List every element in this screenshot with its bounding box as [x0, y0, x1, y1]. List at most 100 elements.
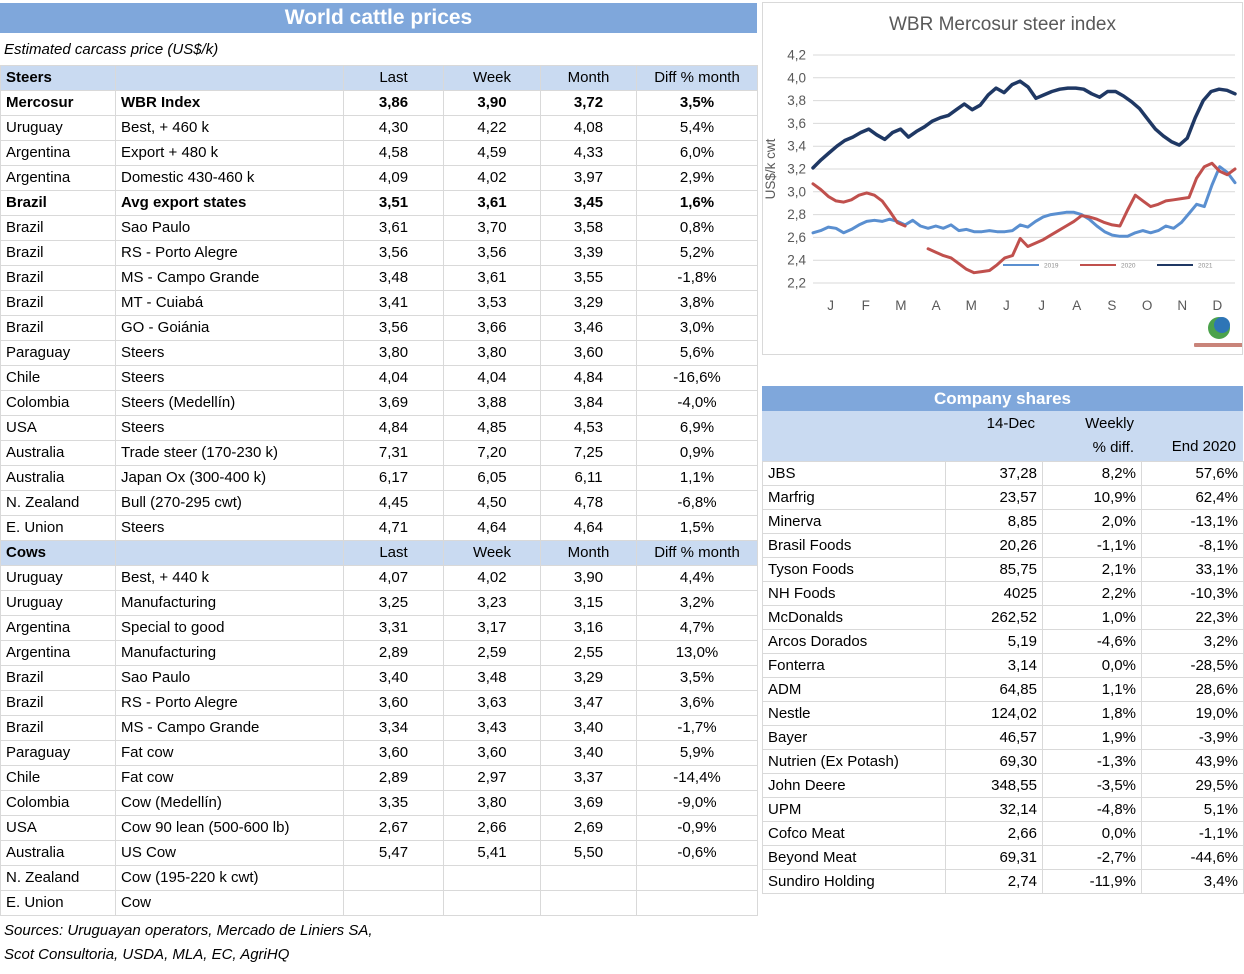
shares-header-name: [762, 411, 945, 461]
cell-item: Cow 90 lean (500-600 lb): [115, 815, 344, 841]
cell-country: Brazil: [0, 315, 116, 341]
cattle-prices-section: World cattle prices Estimated carcass pr…: [0, 3, 758, 967]
cell-end-2020: -44,6%: [1141, 845, 1244, 870]
sources-line-1: Sources: Uruguayan operators, Mercado de…: [4, 922, 373, 939]
cell-value: -1,8%: [636, 265, 758, 291]
cell-value: 3,40: [540, 715, 637, 741]
cell-company: NH Foods: [762, 581, 946, 606]
cell-country: Brazil: [0, 665, 116, 691]
cell-value: 2,97: [443, 765, 541, 791]
cell-country: Brazil: [0, 190, 116, 216]
cell-country: Brazil: [0, 240, 116, 266]
cell-value: 3,80: [443, 790, 541, 816]
cell-value: [540, 865, 637, 891]
cell-company: ADM: [762, 677, 946, 702]
cell-value: 4,22: [443, 115, 541, 141]
publisher-logo-icon: [1214, 317, 1230, 333]
cell-value: [636, 890, 758, 916]
cell-value: 3,55: [540, 265, 637, 291]
shares-row: Bayer 46,57 1,9% -3,9%: [762, 725, 1244, 750]
cell-value: 3,5%: [636, 665, 758, 691]
cell-country: Brazil: [0, 265, 116, 291]
table-row: Brazil Sao Paulo 3,61 3,70 3,58 0,8%: [0, 215, 758, 241]
cell-value: 3,8%: [636, 290, 758, 316]
shares-title: Company shares: [762, 386, 1243, 411]
cell-item: US Cow: [115, 840, 344, 866]
cell-value: 5,47: [343, 840, 444, 866]
x-tick-label: N: [1177, 298, 1187, 313]
cell-item: Cow (Medellín): [115, 790, 344, 816]
cell-value: 1,5%: [636, 515, 758, 541]
cell-item: Export + 480 k: [115, 140, 344, 166]
cell-value: 4,09: [343, 165, 444, 191]
y-tick-label: 2,2: [787, 276, 806, 291]
section-label: Steers: [0, 65, 116, 91]
cell-value: -4,0%: [636, 390, 758, 416]
table-row: N. Zealand Bull (270-295 cwt) 4,45 4,50 4,78…: [0, 490, 758, 516]
cell-value: 4,7%: [636, 615, 758, 641]
table-row: Brazil RS - Porto Alegre 3,60 3,63 3,47 3,6%: [0, 690, 758, 716]
table-row: Paraguay Steers 3,80 3,80 3,60 5,6%: [0, 340, 758, 366]
cell-value: 3,80: [443, 340, 541, 366]
cell-value: 3,37: [540, 765, 637, 791]
cell-end-2020: -10,3%: [1141, 581, 1244, 606]
sources-note: Sources: Uruguayan operators, Mercado de…: [0, 916, 757, 967]
table-row: N. Zealand Cow (195-220 k cwt): [0, 865, 758, 891]
table-row: Mercosur WBR Index 3,86 3,90 3,72 3,5%: [0, 90, 758, 116]
cell-country: USA: [0, 815, 116, 841]
cell-value: 2,89: [343, 765, 444, 791]
cattle-table-body: Steers Last Week Month Diff % month Mercosur W…: [0, 65, 758, 916]
cell-price: 64,85: [945, 677, 1043, 702]
cell-end-2020: 29,5%: [1141, 773, 1244, 798]
shares-row: Nutrien (Ex Potash) 69,30 -1,3% 43,9%: [762, 749, 1244, 774]
cell-item: Cow (195-220 k cwt): [115, 865, 344, 891]
cell-value: 3,61: [443, 190, 541, 216]
shares-header-end2020: End 2020: [1171, 438, 1236, 455]
shares-header-weekly-line1: Weekly: [1085, 415, 1134, 432]
table-row: Argentina Domestic 430-460 k 4,09 4,02 3,97 2…: [0, 165, 758, 191]
cell-item: Japan Ox (300-400 k): [115, 465, 344, 491]
cell-value: -0,9%: [636, 815, 758, 841]
y-tick-label: 2,4: [787, 253, 806, 268]
cell-country: E. Union: [0, 515, 116, 541]
cell-country: Brazil: [0, 690, 116, 716]
table-row: Brazil Avg export states 3,51 3,61 3,45 1,6%: [0, 190, 758, 216]
y-tick-label: 3,4: [787, 139, 806, 154]
cell-item: GO - Goiánia: [115, 315, 344, 341]
shares-row: Beyond Meat 69,31 -2,7% -44,6%: [762, 845, 1244, 870]
cell-value: [343, 865, 444, 891]
cell-value: 3,56: [343, 240, 444, 266]
cell-weekly-diff: 2,2%: [1042, 581, 1142, 606]
cell-value: 3,60: [343, 740, 444, 766]
cell-value: 3,15: [540, 590, 637, 616]
cell-value: 3,69: [540, 790, 637, 816]
cell-value: 2,69: [540, 815, 637, 841]
cell-country: Brazil: [0, 290, 116, 316]
cell-value: 3,80: [343, 340, 444, 366]
cell-price: 8,85: [945, 509, 1043, 534]
shares-row: Minerva 8,85 2,0% -13,1%: [762, 509, 1244, 534]
cell-value: 3,29: [540, 665, 637, 691]
cell-weekly-diff: -11,9%: [1042, 869, 1142, 894]
shares-row: NH Foods 4025 2,2% -10,3%: [762, 581, 1244, 606]
x-tick-label: D: [1213, 298, 1223, 313]
y-tick-label: 2,8: [787, 207, 806, 222]
cell-value: 6,0%: [636, 140, 758, 166]
cell-value: 6,9%: [636, 415, 758, 441]
cell-item: MS - Campo Grande: [115, 715, 344, 741]
cell-item: WBR Index: [115, 90, 344, 116]
series-2019: [811, 165, 1237, 238]
shares-row: UPM 32,14 -4,8% 5,1%: [762, 797, 1244, 822]
cell-weekly-diff: -4,8%: [1042, 797, 1142, 822]
table-row: Brazil RS - Porto Alegre 3,56 3,56 3,39 5,2%: [0, 240, 758, 266]
cell-value: 3,69: [343, 390, 444, 416]
y-tick-label: 3,8: [787, 93, 806, 108]
cell-end-2020: 33,1%: [1141, 557, 1244, 582]
cell-value: 3,56: [443, 240, 541, 266]
cell-value: 3,90: [443, 90, 541, 116]
cell-value: 3,5%: [636, 90, 758, 116]
cell-value: 2,67: [343, 815, 444, 841]
section-header-cows: Cows Last Week Month Diff % month: [0, 540, 758, 566]
cell-price: 46,57: [945, 725, 1043, 750]
